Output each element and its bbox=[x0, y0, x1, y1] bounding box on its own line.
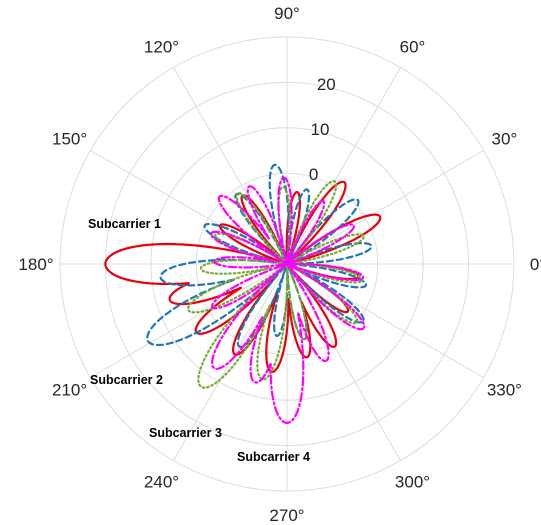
angle-tick-label: 60° bbox=[400, 38, 426, 57]
grid-spoke bbox=[90, 263, 288, 378]
annotations: Subcarrier 1 Subcarrier 2 Subcarrier 3 S… bbox=[88, 217, 310, 464]
radial-tick-label: 20 bbox=[317, 75, 336, 94]
angle-tick-label: 330° bbox=[487, 381, 522, 400]
angle-tick-label: 150° bbox=[52, 130, 87, 149]
grid-spoke bbox=[286, 67, 401, 265]
angle-tick-label: 0° bbox=[530, 255, 541, 274]
radial-tick-label: 10 bbox=[311, 120, 330, 139]
angle-tick-label: 210° bbox=[52, 381, 87, 400]
series-line-subcarrier-4 bbox=[210, 176, 366, 424]
annotation-subcarrier-4: Subcarrier 4 bbox=[237, 450, 310, 464]
series-layer bbox=[104, 163, 382, 424]
angle-tick-label: 300° bbox=[395, 472, 430, 491]
angle-tick-label: 270° bbox=[269, 506, 304, 525]
grid-spoke bbox=[173, 67, 288, 265]
radial-tick-label: 0 bbox=[309, 165, 318, 184]
angle-tick-label: 120° bbox=[144, 38, 179, 57]
angle-tick-label: 240° bbox=[144, 472, 179, 491]
angle-tick-label: 180° bbox=[18, 255, 53, 274]
annotation-subcarrier-2: Subcarrier 2 bbox=[90, 373, 163, 387]
grid-spoke bbox=[286, 263, 401, 461]
angle-tick-label: 30° bbox=[492, 130, 518, 149]
grid-spoke bbox=[286, 150, 484, 265]
tick-labels: 0° 30° 60° 90° 120° 150° 180° 210° 240° 270° 300° 3… bbox=[18, 4, 541, 525]
annotation-subcarrier-1: Subcarrier 1 bbox=[88, 217, 161, 231]
angle-tick-label: 90° bbox=[274, 4, 300, 23]
annotation-subcarrier-3: Subcarrier 3 bbox=[149, 426, 222, 440]
